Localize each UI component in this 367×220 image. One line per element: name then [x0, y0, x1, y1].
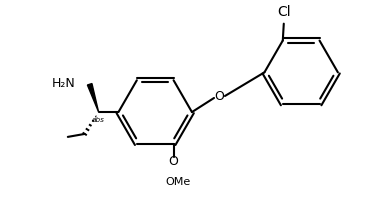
Text: abs: abs [92, 117, 105, 123]
Text: O: O [168, 155, 178, 168]
Text: O: O [215, 90, 224, 103]
Text: H₂N: H₂N [52, 77, 76, 90]
Text: OMe: OMe [165, 177, 190, 187]
Polygon shape [87, 84, 99, 112]
Text: Cl: Cl [277, 5, 291, 19]
